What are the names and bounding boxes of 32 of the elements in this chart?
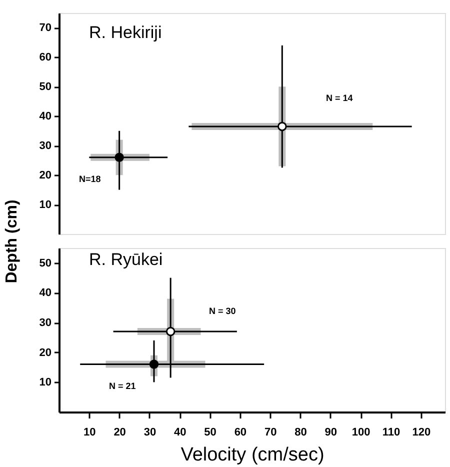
y-tick-label: 10 [39,376,52,389]
x-axis-title: Velocity (cm/sec) [180,444,324,466]
x-tick-label: 120 [412,426,431,438]
x-tick-label: 100 [352,426,370,438]
y-tick-label: 50 [39,257,52,270]
y-tick-label: 30 [39,140,52,152]
y-tick-label: 10 [39,199,52,212]
x-tick-label: 60 [234,426,247,438]
y-tick-label: 20 [39,346,52,359]
x-tick-label: 90 [324,426,338,438]
y-tick-label: 20 [39,170,52,182]
x-tick-label: 10 [84,426,96,438]
annotation: N = 14 [326,93,353,103]
x-tick-label: 110 [382,426,400,438]
annotation: N=18 [79,174,101,184]
chart-title: R. Ryūkei [89,250,163,269]
x-tick-label: 40 [174,426,186,438]
x-tick-label: 70 [264,426,277,438]
x-tick-label: 30 [144,426,156,438]
y-tick-label: 40 [39,287,52,300]
y-axis-title: Depth (cm) [4,200,20,284]
x-tick-label: 20 [114,426,126,438]
text: R. Hekiriji [89,23,162,42]
x-tick-label: 80 [294,426,307,438]
y-tick-label: 40 [39,110,52,123]
y-tick-label: 70 [39,22,52,34]
y-tick-label: 30 [39,317,52,330]
annotation: N = 21 [109,381,136,391]
y-tick-label: 50 [39,81,52,94]
annotation: N = 30 [209,306,236,316]
y-tick-label: 60 [39,52,52,64]
x-tick-label: 50 [204,426,216,438]
